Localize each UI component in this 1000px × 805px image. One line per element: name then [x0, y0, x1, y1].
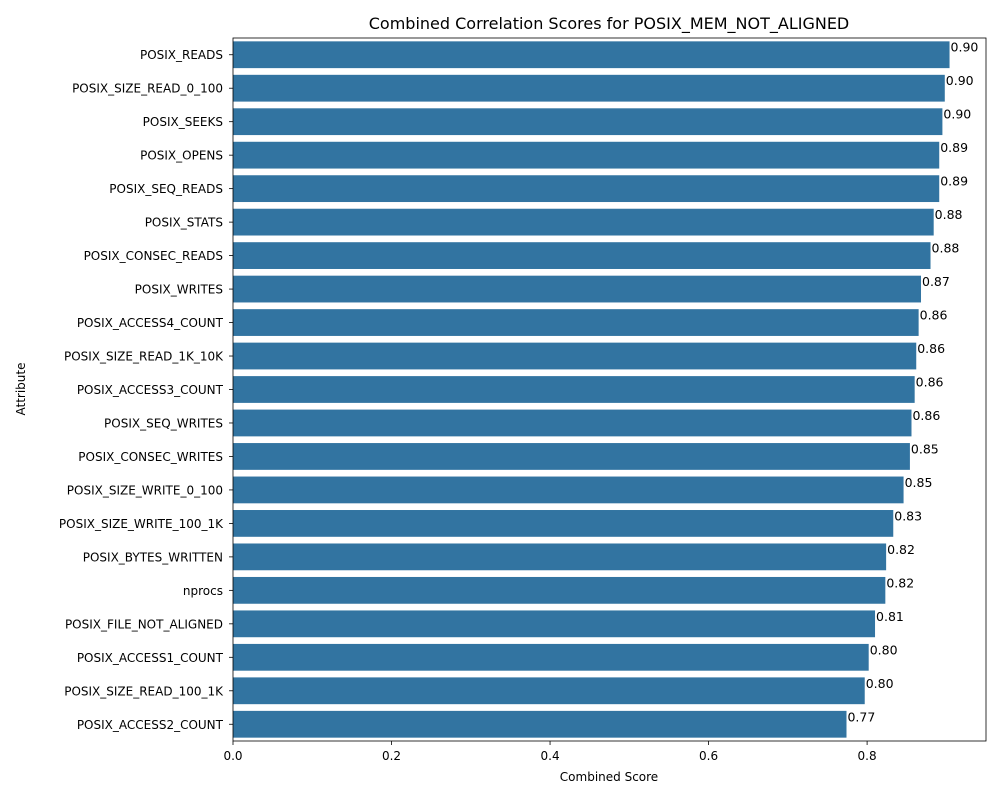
data-label: 0.90: [951, 40, 979, 55]
bar: [233, 409, 912, 437]
data-label: 0.86: [917, 341, 945, 356]
bars-layer: [233, 41, 950, 738]
y-tick-label: POSIX_CONSEC_WRITES: [78, 450, 223, 464]
bar: [233, 510, 894, 537]
y-tick-label: POSIX_FILE_NOT_ALIGNED: [65, 617, 223, 631]
data-label: 0.80: [870, 642, 898, 657]
y-axis-title: Attribute: [14, 363, 28, 416]
x-tick-label: 0.8: [858, 749, 877, 763]
data-label: 0.89: [940, 174, 968, 189]
y-tick-label: POSIX_READS: [140, 48, 223, 62]
bar: [233, 643, 869, 671]
data-label: 0.86: [916, 375, 944, 390]
x-axis-ticks: 0.0 0.2 0.4 0.6 0.8: [223, 741, 877, 763]
data-label: 0.90: [946, 73, 974, 88]
bar: [233, 710, 847, 738]
bar: [233, 610, 876, 638]
data-label: 0.88: [935, 207, 963, 222]
y-tick-label: POSIX_WRITES: [135, 283, 223, 297]
data-label: 0.80: [866, 676, 894, 691]
bar: [233, 275, 922, 303]
data-label: 0.89: [940, 140, 968, 155]
data-label: 0.86: [920, 308, 948, 323]
data-label: 0.85: [905, 475, 933, 490]
bar: [233, 342, 917, 370]
data-label: 0.81: [876, 609, 904, 624]
y-tick-label: POSIX_STATS: [145, 216, 223, 230]
bar: [233, 208, 934, 236]
y-tick-label: POSIX_SEQ_READS: [109, 182, 223, 196]
y-tick-label: POSIX_ACCESS2_COUNT: [77, 718, 224, 732]
data-label: 0.86: [912, 408, 940, 423]
x-tick-label: 0.0: [223, 749, 242, 763]
plot-frame: [232, 37, 987, 742]
data-labels-layer: 0.90 0.90 0.90 0.89 0.89 0.88 0.88 0.87 0.86 0.86…: [847, 40, 978, 725]
bar: [233, 677, 865, 705]
data-label: 0.85: [911, 441, 939, 456]
y-tick-label: POSIX_CONSEC_READS: [84, 249, 223, 263]
data-label: 0.77: [847, 709, 875, 724]
data-label: 0.90: [943, 107, 971, 122]
y-tick-label: nprocs: [183, 584, 223, 598]
bar: [233, 543, 887, 571]
data-label: 0.83: [894, 508, 922, 523]
y-tick-label: POSIX_SIZE_WRITE_0_100: [67, 483, 223, 497]
bar: [233, 74, 945, 102]
y-tick-label: POSIX_SIZE_READ_0_100: [72, 82, 223, 96]
y-tick-label: POSIX_ACCESS3_COUNT: [77, 383, 224, 397]
bar: [233, 141, 940, 169]
data-label: 0.88: [932, 241, 960, 256]
x-tick-label: 0.4: [541, 749, 560, 763]
bar: [233, 175, 940, 203]
y-tick-label: POSIX_SIZE_READ_1K_10K: [64, 350, 224, 364]
y-tick-label: POSIX_SIZE_WRITE_100_1K: [59, 517, 224, 531]
y-tick-label: POSIX_BYTES_WRITTEN: [83, 550, 223, 564]
axes-frame: [232, 37, 987, 742]
y-tick-label: POSIX_ACCESS4_COUNT: [77, 316, 224, 330]
bar: [233, 41, 950, 69]
data-label: 0.87: [922, 274, 950, 289]
chart-title: Combined Correlation Scores for POSIX_ME…: [369, 14, 850, 34]
bar: [233, 376, 915, 403]
y-tick-label: POSIX_ACCESS1_COUNT: [77, 651, 224, 665]
bar: [233, 443, 910, 470]
bar: [233, 242, 931, 269]
x-tick-label: 0.6: [699, 749, 718, 763]
bar: [233, 476, 904, 504]
x-axis-title: Combined Score: [560, 770, 658, 784]
x-tick-label: 0.2: [382, 749, 401, 763]
data-label: 0.82: [887, 542, 915, 557]
y-axis-ticks: POSIX_READS POSIX_SIZE_READ_0_100 POSIX_SE…: [59, 48, 233, 732]
y-tick-label: POSIX_OPENS: [140, 149, 223, 163]
y-tick-label: POSIX_SIZE_READ_100_1K: [64, 684, 224, 698]
bar: [233, 576, 886, 604]
y-tick-label: POSIX_SEQ_WRITES: [104, 416, 223, 430]
y-tick-label: POSIX_SEEKS: [143, 115, 223, 129]
bar: [233, 108, 943, 136]
data-label: 0.82: [886, 575, 914, 590]
bar: [233, 309, 919, 336]
